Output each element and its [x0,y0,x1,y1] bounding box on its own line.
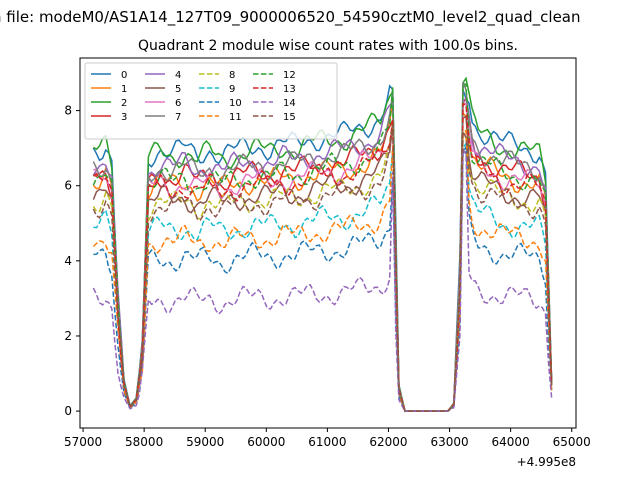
x-tick-label: 59000 [186,435,224,449]
series-line-10 [93,146,553,412]
legend-frame [84,62,338,140]
x-tick-label: 57000 [64,435,102,449]
legend-label-13: 13 [283,84,296,95]
series-line-4 [92,97,553,412]
chart-title: Quadrant 2 module wise count rates with … [138,38,518,54]
series-line-13 [92,102,553,412]
y-tick-label: 6 [64,179,72,193]
series-line-15 [92,124,553,412]
x-tick-label: 65000 [553,435,591,449]
y-tick-label: 2 [64,329,72,343]
x-tick-label: 61000 [308,435,346,449]
y-tick-label: 4 [64,254,72,268]
legend-label-0: 0 [121,70,127,81]
legend-label-2: 2 [121,98,127,109]
series-line-11 [92,129,553,412]
legend-label-4: 4 [175,70,181,81]
figure-suptitle: n file: modeM0/AS1A14_127T09_9000006520_… [0,8,581,27]
series-line-7 [92,81,553,412]
y-tick-label: 0 [64,404,72,418]
legend-label-15: 15 [283,112,296,123]
legend-label-5: 5 [175,84,181,95]
legend-label-14: 14 [283,98,296,109]
series-line-12 [92,83,553,412]
x-axis: 57000 58000 59000 60000 61000 62000 63000 64000… [64,428,591,449]
legend-label-9: 9 [229,84,235,95]
series-line-14 [92,148,553,412]
x-tick-label: 63000 [430,435,468,449]
legend-label-7: 7 [175,112,181,123]
legend-label-3: 3 [121,112,127,123]
plot-frame [79,57,577,429]
legend-label-10: 10 [229,98,242,109]
legend-label-6: 6 [175,98,181,109]
x-offset-label: +4.995e8 [517,455,576,469]
x-tick-label: 60000 [247,435,285,449]
x-tick-label: 62000 [369,435,407,449]
y-axis: 0 2 4 6 8 [64,104,80,418]
legend-label-12: 12 [283,70,296,81]
y-tick-label: 8 [64,104,72,118]
legend-label-11: 11 [229,112,242,123]
legend-label-1: 1 [121,84,127,95]
x-tick-label: 58000 [125,435,163,449]
series-line-9 [93,141,553,412]
x-tick-label: 64000 [492,435,530,449]
legend-label-8: 8 [229,70,235,81]
